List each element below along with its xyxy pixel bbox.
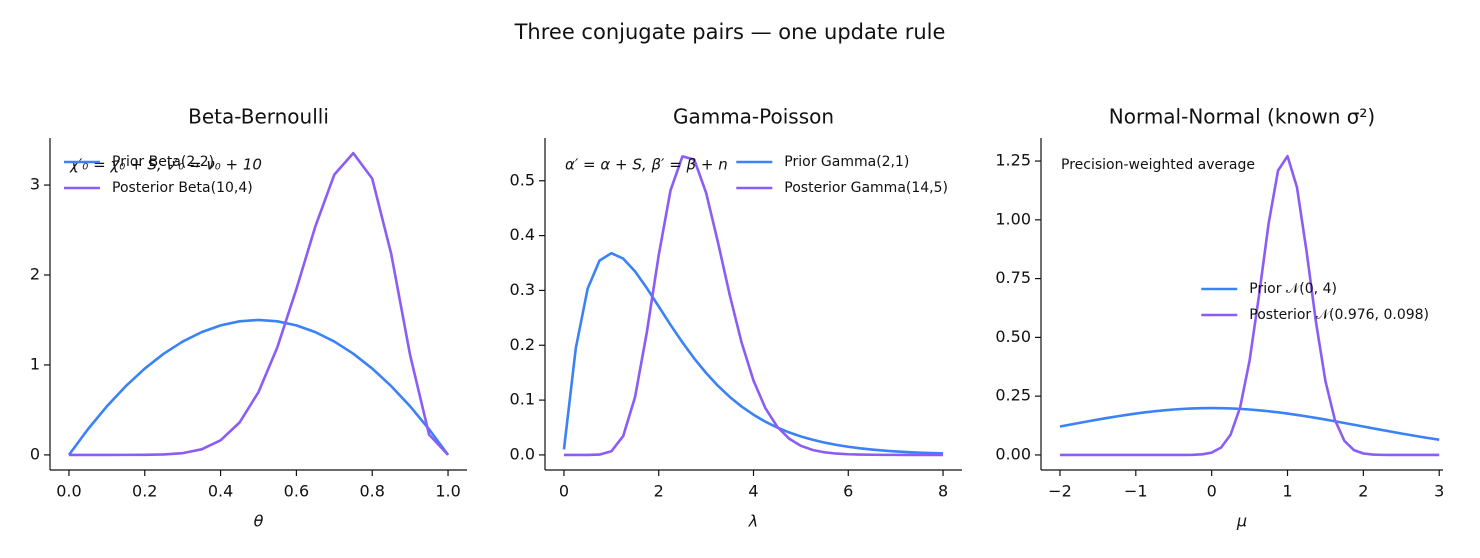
- annotation: α′ = α + S, β′ = β + n: [565, 156, 728, 174]
- y-tick-label: 3: [30, 175, 40, 194]
- y-tick-label: 0.00: [995, 444, 1031, 463]
- x-tick-label: −1: [1124, 482, 1148, 501]
- y-tick-label: 2: [30, 264, 40, 283]
- legend-label: Posterior 𝒩(0.976, 0.098): [1249, 307, 1429, 323]
- x-tick-label: 0.4: [208, 482, 233, 501]
- legend: Prior Gamma(2,1) Posterior Gamma(14,5): [736, 154, 948, 196]
- y-tick-label: 0.25: [995, 386, 1031, 405]
- x-axis-label: λ: [748, 512, 758, 531]
- x-tick-label: 6: [843, 482, 853, 501]
- x-tick-label: 3: [1434, 482, 1444, 501]
- x-tick-label: 0.6: [284, 482, 309, 501]
- x-tick-label: 2: [654, 482, 664, 501]
- y-tick-label: 0.1: [510, 390, 535, 409]
- subplot: Beta-Bernoulli θ 0.0 0.2 0.4 0.6 0.8 1.0 0 1 2 3 χ′₀…: [30, 105, 467, 531]
- x-tick-label: 0.2: [132, 482, 157, 501]
- legend-label: Posterior Beta(10,4): [112, 180, 253, 196]
- legend-label: Prior 𝒩(0, 4): [1249, 281, 1337, 297]
- y-tick-label: 1.25: [995, 151, 1031, 170]
- subplot-title: Beta-Bernoulli: [188, 105, 329, 129]
- x-axis-label: μ: [1236, 512, 1247, 531]
- x-axis-label: θ: [254, 512, 264, 531]
- x-tick-label: 0.8: [360, 482, 385, 501]
- legend-label: Posterior Gamma(14,5): [784, 180, 948, 196]
- x-tick-label: 2: [1358, 482, 1368, 501]
- series-line: [67, 318, 450, 456]
- series-line: [68, 151, 449, 457]
- series-line: [1059, 154, 1440, 457]
- subplot: Normal-Normal (known σ²) μ −2 −1 0 1 2 3 0.00 0.2…: [995, 105, 1444, 531]
- subplot: Gamma-Poisson λ 0 2 4 6 8 0.0 0.1 0.2 0.3 0.4 0.5 α′ …: [510, 105, 962, 531]
- y-tick-label: 0.4: [510, 225, 535, 244]
- x-tick-label: 0: [559, 482, 569, 501]
- y-tick-label: 0.2: [510, 335, 535, 354]
- x-tick-label: −2: [1048, 482, 1072, 501]
- legend: Prior 𝒩(0, 4) Posterior 𝒩(0.976, 0.098): [1201, 281, 1429, 323]
- subplot-title: Gamma-Poisson: [673, 105, 834, 129]
- figure-title: Three conjugate pairs — one update rule: [514, 20, 946, 44]
- y-tick-label: 0.3: [510, 280, 535, 299]
- y-tick-label: 0: [30, 444, 40, 463]
- x-tick-label: 4: [748, 482, 758, 501]
- legend-label: Prior Gamma(2,1): [784, 154, 909, 170]
- subplot-title: Normal-Normal (known σ²): [1109, 105, 1375, 129]
- legend: Prior Beta(2,2) Posterior Beta(10,4): [64, 154, 253, 196]
- series-line: [1059, 406, 1440, 442]
- y-tick-label: 0.75: [995, 268, 1031, 287]
- legend-label: Prior Beta(2,2): [112, 154, 214, 170]
- y-tick-label: 0.50: [995, 327, 1031, 346]
- y-tick-label: 1.00: [995, 209, 1031, 228]
- y-tick-label: 1: [30, 354, 40, 373]
- annotation: Precision-weighted average: [1061, 157, 1255, 173]
- x-tick-label: 0.0: [56, 482, 81, 501]
- x-tick-label: 1.0: [435, 482, 460, 501]
- x-tick-label: 0: [1207, 482, 1217, 501]
- x-tick-label: 1: [1282, 482, 1292, 501]
- x-tick-label: 8: [938, 482, 948, 501]
- annotation: χ′₀ = χ₀ + S, ν′₀ = ν₀ + 10: [69, 156, 262, 174]
- series-line: [562, 251, 944, 455]
- series-line: [563, 155, 944, 457]
- y-tick-label: 0.0: [510, 444, 535, 463]
- y-tick-label: 0.5: [510, 170, 535, 189]
